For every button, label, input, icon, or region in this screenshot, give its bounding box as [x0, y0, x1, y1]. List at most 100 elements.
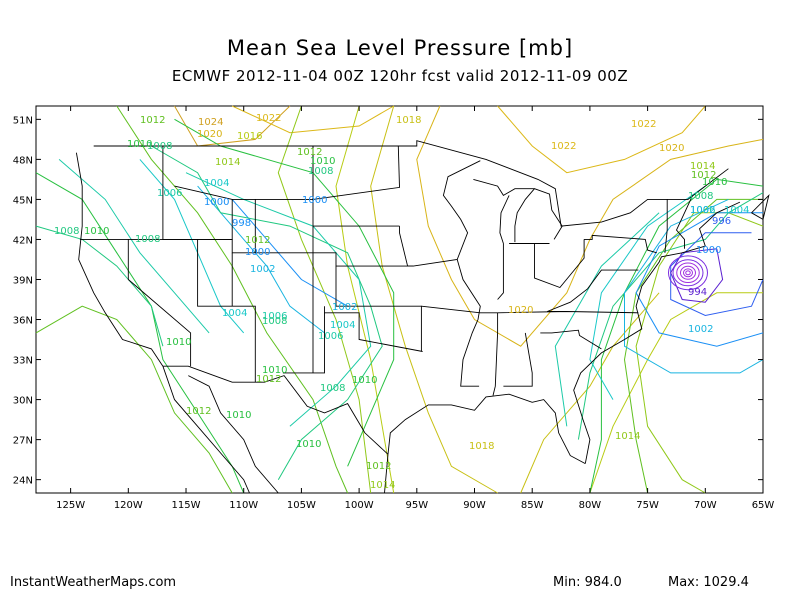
isobar-1012-11 [35, 305, 233, 494]
axis-labels: 125W 120W 115W 110W 105W 100W 95W 90W 85W 80W 75W 7… [13, 115, 775, 511]
lon-tick-label: 120W [114, 500, 143, 511]
contour-label-1000: 1000 [696, 245, 721, 256]
contour-label-1020: 1020 [659, 143, 684, 154]
boundary-37 [514, 188, 563, 243]
lon-tick-label: 110W [229, 500, 258, 511]
isobar-1002-22 [624, 198, 764, 374]
map-frame [35, 105, 764, 494]
low-ring-5 [685, 270, 691, 276]
contour-label-1012: 1012 [691, 170, 716, 181]
boundary-4 [162, 365, 389, 455]
boundary-33 [675, 195, 694, 249]
lat-tick-label: 51N [13, 115, 33, 126]
contour-label-1006: 1006 [690, 205, 715, 216]
contour-label-1014: 1014 [370, 480, 395, 491]
contour-label-1014: 1014 [615, 431, 640, 442]
lon-tick-label: 75W [636, 500, 659, 511]
isobar-1022-1 [231, 105, 394, 134]
lon-tick-label: 85W [521, 500, 544, 511]
contour-label-1004: 1004 [204, 178, 229, 189]
boundary-2 [162, 366, 250, 494]
contour-label-1022: 1022 [256, 113, 281, 124]
lat-tick-label: 39N [13, 275, 33, 286]
contour-label-1008: 1008 [688, 191, 713, 202]
lon-tick-label: 90W [463, 500, 486, 511]
contour-label-1010: 1010 [127, 139, 152, 150]
contour-label-1010: 1010 [352, 375, 377, 386]
contour-label-1002: 1002 [688, 324, 713, 335]
isobar-1018-4 [370, 105, 498, 494]
isobar-1000-23 [231, 199, 348, 307]
low-ring-3 [679, 265, 696, 280]
lat-tick-label: 30N [13, 396, 33, 407]
min-value-label: Min: 984.0 [553, 575, 622, 590]
contour-label-1000: 1000 [204, 197, 229, 208]
isobar-1010-13 [35, 172, 245, 494]
contour-label-1004: 1004 [222, 308, 247, 319]
contour-label-1008: 1008 [135, 234, 160, 245]
axis-ticks [36, 106, 764, 493]
contour-label-1010: 1010 [166, 337, 191, 348]
lat-tick-label: 33N [13, 356, 33, 367]
contour-label-1024: 1024 [198, 117, 223, 128]
isobar-1006-17 [58, 159, 210, 334]
low-ring-4 [682, 268, 693, 278]
low-ring-0 [667, 255, 708, 291]
lat-tick-label: 48N [13, 155, 33, 166]
boundary-0 [93, 140, 729, 227]
boundary-35 [473, 178, 535, 197]
contour-label-1002: 1002 [250, 264, 275, 275]
low-ring-2 [676, 262, 700, 284]
contour-label-1012: 1012 [245, 235, 270, 246]
boundary-16 [174, 185, 233, 200]
contour-labels: 1012 1024 1022 1018101610201010100810141012… [54, 113, 749, 491]
contour-label-1008: 1008 [54, 226, 79, 237]
boundary-3 [188, 375, 279, 494]
max-value-label: Max: 1029.4 [668, 575, 749, 590]
contour-label-1020: 1020 [508, 305, 533, 316]
contour-label-996: 996 [712, 216, 731, 227]
chart-title: Mean Sea Level Pressure [mb] [226, 36, 574, 60]
contour-label-1010: 1010 [310, 156, 335, 167]
contour-label-1018: 1018 [396, 115, 421, 126]
contour-label-1010: 1010 [702, 177, 727, 188]
isobar-1008-15 [35, 225, 164, 347]
contour-label-1008: 1008 [147, 141, 172, 152]
contour-label-1002: 1002 [332, 302, 357, 313]
boundary-36 [499, 195, 510, 244]
contour-label-1014: 1014 [690, 161, 715, 172]
contour-label-1000: 1000 [245, 247, 270, 258]
isobar-1014-8 [277, 105, 372, 494]
contour-label-998: 998 [232, 218, 251, 229]
boundary-31 [584, 234, 657, 254]
contour-label-1012: 1012 [297, 147, 322, 158]
boundary-8 [751, 193, 770, 221]
boundary-5 [387, 393, 586, 464]
boundary-23 [456, 259, 481, 387]
boundary-29 [497, 243, 504, 300]
contour-label-1006: 1006 [262, 311, 287, 322]
boundary-6 [573, 201, 741, 464]
boundary-19 [335, 266, 422, 352]
lat-tick-label: 42N [13, 235, 33, 246]
contour-label-1016: 1016 [237, 131, 262, 142]
contour-label-1004: 1004 [724, 205, 749, 216]
lat-tick-label: 36N [13, 316, 33, 327]
isobar-1020-3 [416, 105, 764, 347]
contour-label-1000: 1000 [302, 195, 327, 206]
lon-tick-label: 105W [287, 500, 316, 511]
boundary-28 [547, 269, 639, 312]
chart-subtitle: ECMWF 2012-11-04 00Z 120hr fcst valid 20… [171, 67, 629, 85]
lon-tick-label: 70W [694, 500, 717, 511]
boundary-1 [75, 152, 164, 367]
contour-label-1008: 1008 [262, 316, 287, 327]
lat-tick-label: 27N [13, 436, 33, 447]
contour-label-1010: 1010 [262, 365, 287, 376]
lon-tick-label: 100W [345, 500, 374, 511]
lon-tick-label: 65W [752, 500, 775, 511]
contour-label-1008: 1008 [320, 383, 345, 394]
contour-label-1014: 1014 [215, 157, 240, 168]
boundary-32 [664, 199, 668, 253]
boundary-21 [282, 312, 325, 374]
